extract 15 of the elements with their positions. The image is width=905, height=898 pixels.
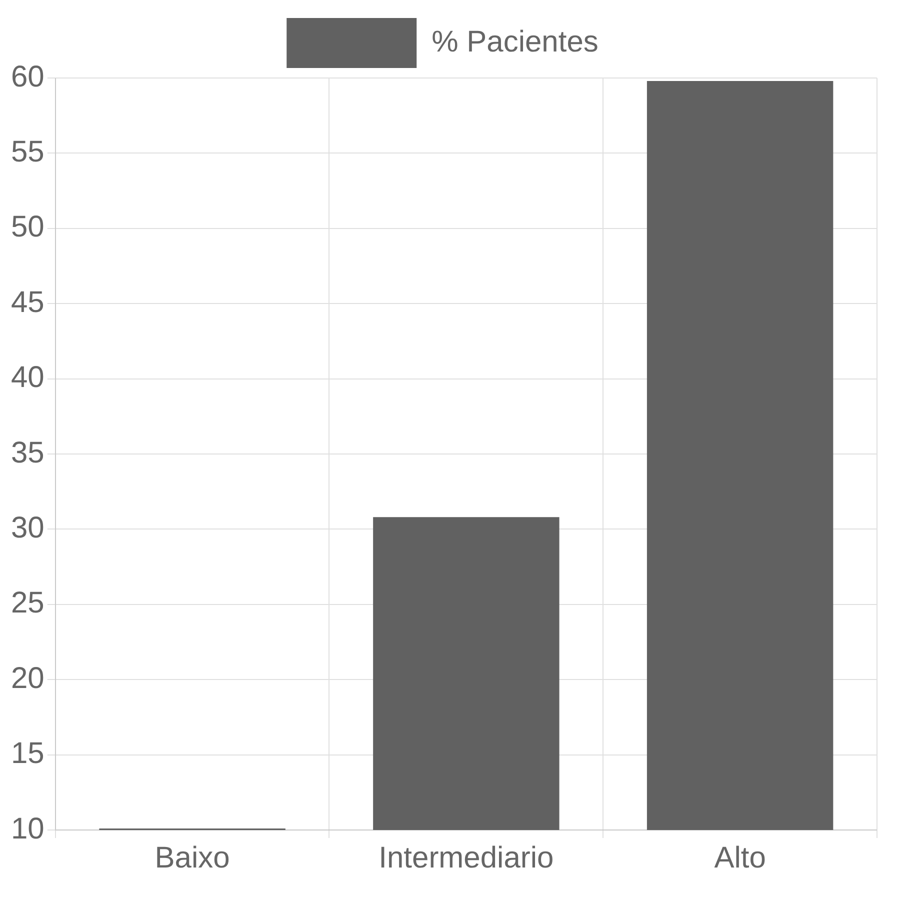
y-tick-label: 15 [10,737,44,770]
y-tick-label: 25 [10,586,44,620]
y-tick-label: 20 [10,662,44,695]
y-tick-label: 35 [10,436,44,470]
y-tick-label: 60 [10,60,44,94]
y-tick-label: 40 [10,361,44,394]
y-tick-label: 50 [10,210,44,244]
y-tick-label: 55 [10,135,44,168]
x-tick-label: Baixo [154,841,230,874]
legend-label: % Pacientes [432,25,598,58]
y-tick-label: 30 [10,511,44,544]
y-tick-label: 10 [10,812,44,846]
y-tick-label: 45 [10,286,44,319]
x-tick-label: Alto [714,841,766,874]
x-tick-label: Intermediario [378,841,554,874]
